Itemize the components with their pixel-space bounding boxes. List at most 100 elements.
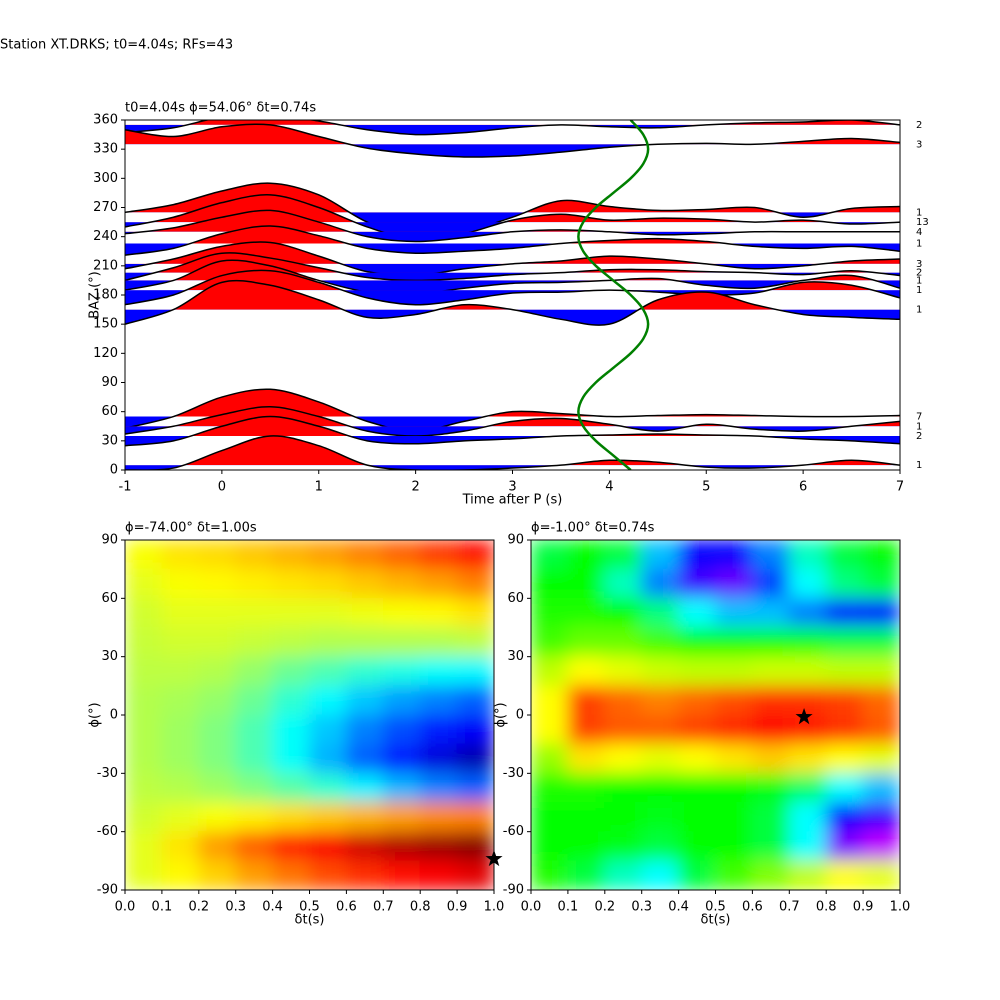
heatmap-cell <box>419 568 458 599</box>
x-tick-label: 2 <box>411 480 419 495</box>
trace-line <box>125 241 900 277</box>
heatmap-cell <box>272 743 310 774</box>
heatmap-cell <box>825 831 864 862</box>
heatmap-cell <box>604 685 643 716</box>
x-tick-label: 0.2 <box>594 900 615 915</box>
heatmap-cell <box>715 772 753 803</box>
y-tick-label: 30 <box>101 649 118 664</box>
heatmap-cell <box>125 802 163 833</box>
trace-line <box>125 435 900 470</box>
heatmap-cell <box>456 597 494 628</box>
y-tick-label: 0 <box>516 708 524 723</box>
y-tick-label: 60 <box>101 591 118 606</box>
y-axis-label: ϕ(°) <box>494 702 509 727</box>
curve <box>577 120 650 470</box>
positive-fill <box>143 210 803 232</box>
heatmap-cell <box>641 540 680 570</box>
heatmap-cell <box>161 743 200 774</box>
trace-count: 1 <box>916 421 922 432</box>
negative-fill <box>125 243 900 256</box>
heatmap-cell <box>567 627 606 658</box>
x-axis-label: δt(s) <box>701 913 731 928</box>
heatmap-cell <box>531 568 569 599</box>
heatmap-cell <box>125 540 163 570</box>
heatmap-cell <box>125 831 163 862</box>
heatmap-cell <box>235 568 274 599</box>
heatmap-cell <box>161 627 200 658</box>
heatmap-cell <box>382 772 421 803</box>
heatmap-cell <box>198 597 237 628</box>
x-tick-label: 6 <box>799 480 807 495</box>
x-tick-label: 0.1 <box>152 900 173 915</box>
heatmap-cell <box>825 714 864 745</box>
negative-fill <box>125 435 900 446</box>
heatmap-cell <box>309 685 347 716</box>
heatmap-cell <box>309 597 347 628</box>
heatmap-cell <box>604 802 643 833</box>
heatmap-cell <box>862 802 900 833</box>
heatmap-cell <box>125 772 163 803</box>
x-tick-label: 1.0 <box>890 900 911 915</box>
heatmap-cell <box>825 860 864 890</box>
heatmap-cell <box>567 743 606 774</box>
heatmap-cell <box>345 743 384 774</box>
y-tick-label: 210 <box>93 258 118 273</box>
y-tick-label: -90 <box>97 883 118 898</box>
heatmap-cell <box>751 627 790 658</box>
heatmap-cell <box>751 568 790 599</box>
heatmap-cell <box>641 772 680 803</box>
heatmap-cell <box>382 802 421 833</box>
trace-count: 1 <box>916 305 922 316</box>
heatmap-cell <box>751 743 790 774</box>
heatmap-cell <box>345 685 384 716</box>
heatmap-cell <box>456 685 494 716</box>
heatmap-cell <box>567 656 606 687</box>
heatmap-cell <box>641 802 680 833</box>
heatmap-cell <box>345 627 384 658</box>
heatmap-cell <box>678 714 716 745</box>
trace-count: 1 <box>916 275 922 286</box>
heatmap-cell <box>604 831 643 862</box>
heatmap-cell <box>198 627 237 658</box>
heatmap-cell <box>788 772 827 803</box>
heatmap-cell <box>641 685 680 716</box>
trace-count: 3 <box>916 259 922 270</box>
y-axis-label: ϕ(°) <box>88 702 103 727</box>
heatmap-cell <box>235 627 274 658</box>
heatmap-cell <box>531 540 569 570</box>
heatmap-cell <box>235 597 274 628</box>
heatmap-cell <box>678 772 716 803</box>
heatmap-cell <box>862 860 900 890</box>
heatmap-cell <box>309 743 347 774</box>
x-tick-label: -1 <box>119 480 132 495</box>
heatmap-cell <box>345 831 384 862</box>
heatmap-cell <box>715 860 753 890</box>
heatmap-cell <box>751 860 790 890</box>
heatmap-cell <box>567 772 606 803</box>
heatmap-cell <box>862 685 900 716</box>
heatmap-cell <box>825 597 864 628</box>
heatmap-cell <box>235 802 274 833</box>
y-tick-label: 360 <box>93 113 118 128</box>
heatmap-cell <box>715 568 753 599</box>
heatmap-cell <box>751 714 790 745</box>
positive-fill <box>125 416 900 436</box>
trace-count: 7 <box>916 412 922 423</box>
heatmap-cell <box>419 802 458 833</box>
heatmap-cell <box>825 627 864 658</box>
heatmap-cell <box>825 656 864 687</box>
heatmap-cell <box>641 860 680 890</box>
heatmap-cell <box>161 568 200 599</box>
heatmap-cell <box>309 627 347 658</box>
heatmap-cell <box>604 860 643 890</box>
trace-count: 13 <box>916 217 929 228</box>
heatmap-cell <box>198 568 237 599</box>
heatmap-cell <box>825 772 864 803</box>
trace-line <box>125 225 900 256</box>
heatmap-cell <box>345 540 384 570</box>
trace-count: 1 <box>916 207 922 218</box>
heatmap-cell <box>198 802 237 833</box>
heatmap-cell <box>751 656 790 687</box>
heatmap-cell <box>382 831 421 862</box>
heatmap-cell <box>419 656 458 687</box>
